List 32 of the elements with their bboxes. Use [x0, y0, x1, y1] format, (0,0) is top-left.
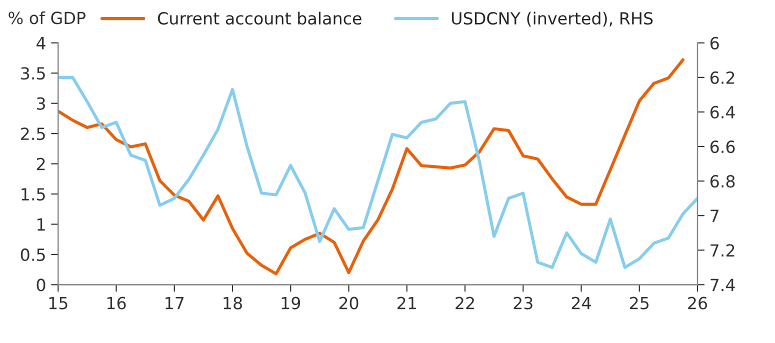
y2-tick-label: 6.6 — [710, 140, 735, 154]
y2-tick-label: 6 — [710, 36, 719, 50]
y-tick-label: 0 — [36, 278, 46, 292]
y-axis-title: % of GDP — [8, 11, 86, 24]
x-tick-label: 24 — [572, 296, 591, 310]
y2-tick-label: 7.2 — [710, 244, 734, 256]
y-tick-label: 4 — [36, 37, 46, 50]
y-tick-label: 2.5 — [21, 128, 45, 140]
x-tick-label: 18 — [224, 296, 242, 310]
x-tick-label: 20 — [339, 296, 358, 310]
y2-tick-label: 6.8 — [710, 175, 735, 188]
y2-tick-label: 6.2 — [710, 71, 734, 84]
x-tick-label: 25 — [630, 296, 649, 310]
y-tick-label: 2 — [36, 158, 45, 170]
x-tick-label: 19 — [282, 296, 300, 310]
x-tick-label: 16 — [107, 296, 126, 310]
y-tick-label: 1.5 — [22, 188, 45, 201]
y-tick-label: 3 — [36, 97, 45, 110]
x-tick-label: 23 — [514, 296, 532, 310]
y2-tick-label: 6.4 — [710, 106, 735, 119]
x-tick-label: 22 — [456, 296, 474, 310]
y-tick-label: 0.5 — [20, 248, 45, 262]
y-tick-label: 1 — [38, 218, 45, 231]
y2-tick-label: 7.4 — [710, 278, 735, 292]
y-tick-label: 3.5 — [21, 67, 45, 80]
legend-label: Current account balance — [158, 12, 362, 25]
legend-label: USDCNY (inverted), RHS — [452, 12, 653, 27]
x-tick-label: 21 — [397, 296, 416, 310]
x-tick-label: 17 — [166, 297, 184, 310]
y2-tick-label: 7 — [710, 210, 718, 222]
x-tick-label: 15 — [49, 297, 68, 310]
x-tick-label: 26 — [688, 296, 708, 310]
